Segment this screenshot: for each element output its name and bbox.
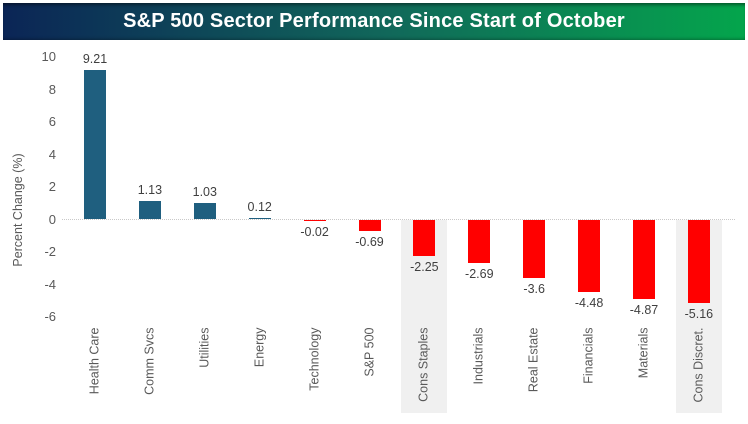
value-label-financials: -4.48 <box>574 296 604 311</box>
bar-technology <box>303 219 326 221</box>
y-tick-10: 10 <box>41 49 56 64</box>
value-label-utilities: 1.03 <box>192 184 217 199</box>
category-label-utilities: Utilities <box>197 327 212 368</box>
y-tick-2: 2 <box>48 179 56 194</box>
value-label-health-care: 9.21 <box>82 51 108 66</box>
bar-s-p-500 <box>358 219 381 231</box>
chart-title: S&P 500 Sector Performance Since Start o… <box>123 10 625 32</box>
value-label-s-p-500: -0.69 <box>355 234 384 249</box>
category-label-health-care: Health Care <box>87 327 102 394</box>
bar-health-care <box>84 69 106 220</box>
y-tick--2: -2 <box>44 244 56 259</box>
y-tick-0: 0 <box>48 211 56 227</box>
value-label-industrials: -2.69 <box>465 267 494 282</box>
category-label-cons-discret: Cons Discret. <box>691 327 706 403</box>
category-label-cons-staples: Cons Staples <box>416 327 431 402</box>
value-label-materials: -4.87 <box>629 302 659 317</box>
y-tick-6: 6 <box>48 114 56 129</box>
bar-industrials <box>468 219 491 264</box>
value-label-technology: -0.02 <box>300 225 329 239</box>
value-label-energy: 0.12 <box>247 199 272 214</box>
bar-materials <box>633 219 655 299</box>
category-label-technology: Technology <box>307 327 322 391</box>
bar-real-estate <box>523 219 546 278</box>
bar-utilities <box>193 202 216 220</box>
category-label-energy: Energy <box>252 327 267 367</box>
category-label-comm-svcs: Comm Svcs <box>142 327 157 395</box>
bar-financials <box>578 219 601 293</box>
bar-cons-discret <box>687 219 710 304</box>
value-label-real-estate: -3.6 <box>523 282 545 296</box>
zero-line <box>62 218 735 220</box>
y-tick--6: -6 <box>44 309 56 324</box>
value-label-cons-staples: -2.25 <box>410 260 439 275</box>
bar-cons-staples <box>413 219 436 257</box>
category-label-financials: Financials <box>581 327 596 384</box>
bar-energy <box>248 217 271 220</box>
category-label-s-p-500: S&P 500 <box>362 327 376 377</box>
category-label-industrials: Industrials <box>471 327 486 384</box>
value-label-comm-svcs: 1.13 <box>137 183 163 198</box>
y-tick-4: 4 <box>48 146 56 162</box>
chart-title-banner: S&P 500 Sector Performance Since Start o… <box>3 3 745 40</box>
category-label-materials: Materials <box>636 327 651 378</box>
category-label-real-estate: Real Estate <box>526 327 541 392</box>
value-label-cons-discret: -5.16 <box>684 307 714 322</box>
bar-comm-svcs <box>138 201 161 220</box>
y-tick-8: 8 <box>48 81 56 97</box>
y-tick--4: -4 <box>44 276 56 292</box>
